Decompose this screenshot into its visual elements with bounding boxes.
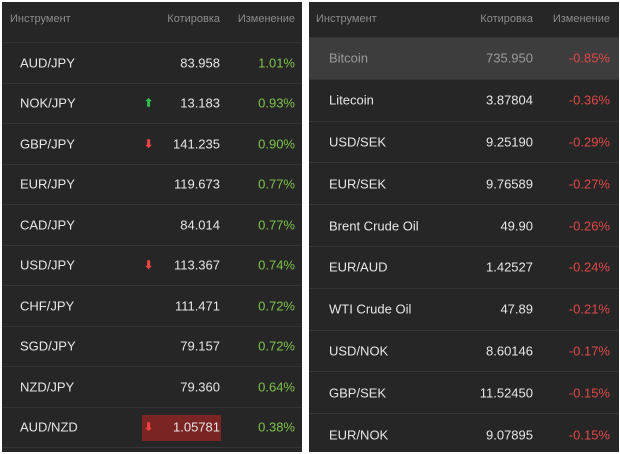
table-row[interactable]: WTI Crude Oil 47.89 -0.21% xyxy=(309,289,619,331)
quote-value: 47.89 xyxy=(500,301,533,317)
table-row[interactable]: NOK/JPY ⬆ 13.183 0.93% xyxy=(2,84,302,124)
quote-value: 79.157 xyxy=(180,338,220,354)
quote-value: 1.05781 xyxy=(173,419,220,435)
change-percent: -0.29% xyxy=(568,134,610,150)
quote-value: 84.014 xyxy=(180,217,220,233)
column-header-quote[interactable]: Котировка xyxy=(480,13,533,25)
column-header-instrument[interactable]: Инструмент xyxy=(316,13,377,25)
change-percent: 0.93% xyxy=(258,95,295,111)
instrument-name[interactable]: WTI Crude Oil xyxy=(329,301,412,317)
quote-value: 83.958 xyxy=(180,55,220,71)
quotes-table-gainers: Инструмент Котировка Изменение AUD/JPY 83… xyxy=(2,2,302,452)
quote-value: 9.07895 xyxy=(486,427,533,443)
change-percent: 0.74% xyxy=(258,257,295,273)
table-row[interactable]: USD/SEK 9.25190 -0.29% xyxy=(309,122,619,164)
table-row[interactable]: Litecoin 3.87804 -0.36% xyxy=(309,80,619,122)
change-percent: -0.85% xyxy=(568,50,610,66)
change-percent: -0.26% xyxy=(568,218,610,234)
quote-value: 3.87804 xyxy=(486,92,533,108)
instrument-name[interactable]: Litecoin xyxy=(329,92,374,108)
table-row[interactable]: GBP/JPY ⬇ 141.235 0.90% xyxy=(2,124,302,165)
change-percent: -0.17% xyxy=(568,343,610,359)
instrument-name[interactable]: GBP/SEK xyxy=(329,385,387,401)
table-row[interactable]: EUR/JPY 119.673 0.77% xyxy=(2,165,302,205)
arrow-down-icon: ⬇ xyxy=(144,421,154,434)
quote-value: 735.950 xyxy=(486,50,533,66)
table-row[interactable]: AUD/NZD ⬇ 1.05781 0.38% xyxy=(2,408,302,448)
table-row[interactable]: EUR/AUD 1.42527 -0.24% xyxy=(309,247,619,289)
change-percent: -0.27% xyxy=(568,176,610,192)
change-percent: 0.38% xyxy=(258,419,295,435)
quote-value: 11.52450 xyxy=(479,385,533,401)
quote-value: 1.42527 xyxy=(486,259,533,275)
table-row[interactable]: CAD/JPY 84.014 0.77% xyxy=(2,205,302,246)
change-percent: 0.64% xyxy=(258,379,295,395)
change-percent: -0.15% xyxy=(568,427,610,443)
quote-value: 49.90 xyxy=(500,218,533,234)
table-row[interactable]: Brent Crude Oil 49.90 -0.26% xyxy=(309,205,619,247)
instrument-name[interactable]: EUR/NOK xyxy=(329,427,389,443)
column-header-change[interactable]: Изменение xyxy=(552,13,610,25)
table-row[interactable]: AUD/JPY 83.958 1.01% xyxy=(2,43,302,84)
instrument-name[interactable]: AUD/JPY xyxy=(20,55,75,71)
column-header-instrument[interactable]: Инструмент xyxy=(10,13,71,25)
table-row[interactable]: NZD/JPY 79.360 0.64% xyxy=(2,367,302,408)
table-header: Инструмент Котировка Изменение xyxy=(309,2,619,38)
quote-value: 8.60146 xyxy=(486,343,533,359)
table-row[interactable]: EUR/SEK 9.76589 -0.27% xyxy=(309,163,619,206)
instrument-name[interactable]: USD/NOK xyxy=(329,343,389,359)
instrument-name[interactable]: SGD/JPY xyxy=(20,338,76,354)
price-flash-highlight xyxy=(142,414,221,441)
change-percent: 0.77% xyxy=(258,217,295,233)
instrument-name[interactable]: AUD/NZD xyxy=(20,419,78,435)
change-percent: 0.72% xyxy=(258,298,295,314)
table-row[interactable]: USD/NOK 8.60146 -0.17% xyxy=(309,331,619,373)
table-row[interactable]: EUR/NOK 9.07895 -0.15% xyxy=(309,414,619,452)
arrow-down-icon: ⬇ xyxy=(144,138,154,151)
column-header-quote[interactable]: Котировка xyxy=(167,13,220,25)
quote-value: 79.360 xyxy=(180,379,220,395)
table-row[interactable]: SGD/JPY 79.157 0.72% xyxy=(2,327,302,367)
instrument-name[interactable]: Bitcoin xyxy=(329,50,369,66)
arrow-down-icon: ⬇ xyxy=(144,259,154,272)
instrument-name[interactable]: USD/SEK xyxy=(329,134,387,150)
table-row[interactable]: Bitcoin 735.950 -0.85% xyxy=(309,38,619,80)
instrument-name[interactable]: NZD/JPY xyxy=(20,379,75,395)
quote-value: 9.25190 xyxy=(486,134,533,150)
quote-value: 9.76589 xyxy=(486,176,533,192)
change-percent: 1.01% xyxy=(258,55,295,71)
arrow-up-icon: ⬆ xyxy=(144,97,154,110)
quote-value: 13.183 xyxy=(180,95,220,111)
instrument-name[interactable]: EUR/AUD xyxy=(329,259,388,275)
quote-value: 111.471 xyxy=(174,298,220,314)
table-row[interactable]: GBP/SEK 11.52450 -0.15% xyxy=(309,372,619,415)
quotes-table-losers: Инструмент Котировка Изменение Bitcoin 73… xyxy=(309,2,619,452)
instrument-name[interactable]: USD/JPY xyxy=(20,257,75,273)
quote-value: 119.673 xyxy=(173,176,220,192)
instrument-name[interactable]: NOK/JPY xyxy=(20,95,76,111)
quote-value: 141.235 xyxy=(173,136,220,152)
quote-value: 113.367 xyxy=(173,257,220,273)
change-percent: 0.72% xyxy=(258,338,295,354)
instrument-name[interactable]: CAD/JPY xyxy=(20,217,75,233)
change-percent: -0.24% xyxy=(568,259,610,275)
column-header-change[interactable]: Изменение xyxy=(237,13,295,25)
table-header: Инструмент Котировка Изменение xyxy=(2,2,302,43)
change-percent: 0.77% xyxy=(258,176,295,192)
instrument-name[interactable]: EUR/SEK xyxy=(329,176,387,192)
change-percent: -0.21% xyxy=(568,301,610,317)
instrument-name[interactable]: CHF/JPY xyxy=(20,298,75,314)
instrument-name[interactable]: Brent Crude Oil xyxy=(329,218,419,234)
change-percent: 0.90% xyxy=(258,136,295,152)
table-row[interactable]: USD/JPY ⬇ 113.367 0.74% xyxy=(2,246,302,286)
change-percent: -0.36% xyxy=(568,92,610,108)
instrument-name[interactable]: GBP/JPY xyxy=(20,136,75,152)
change-percent: -0.15% xyxy=(568,385,610,401)
instrument-name[interactable]: EUR/JPY xyxy=(20,176,75,192)
table-row[interactable]: CHF/JPY 111.471 0.72% xyxy=(2,286,302,327)
